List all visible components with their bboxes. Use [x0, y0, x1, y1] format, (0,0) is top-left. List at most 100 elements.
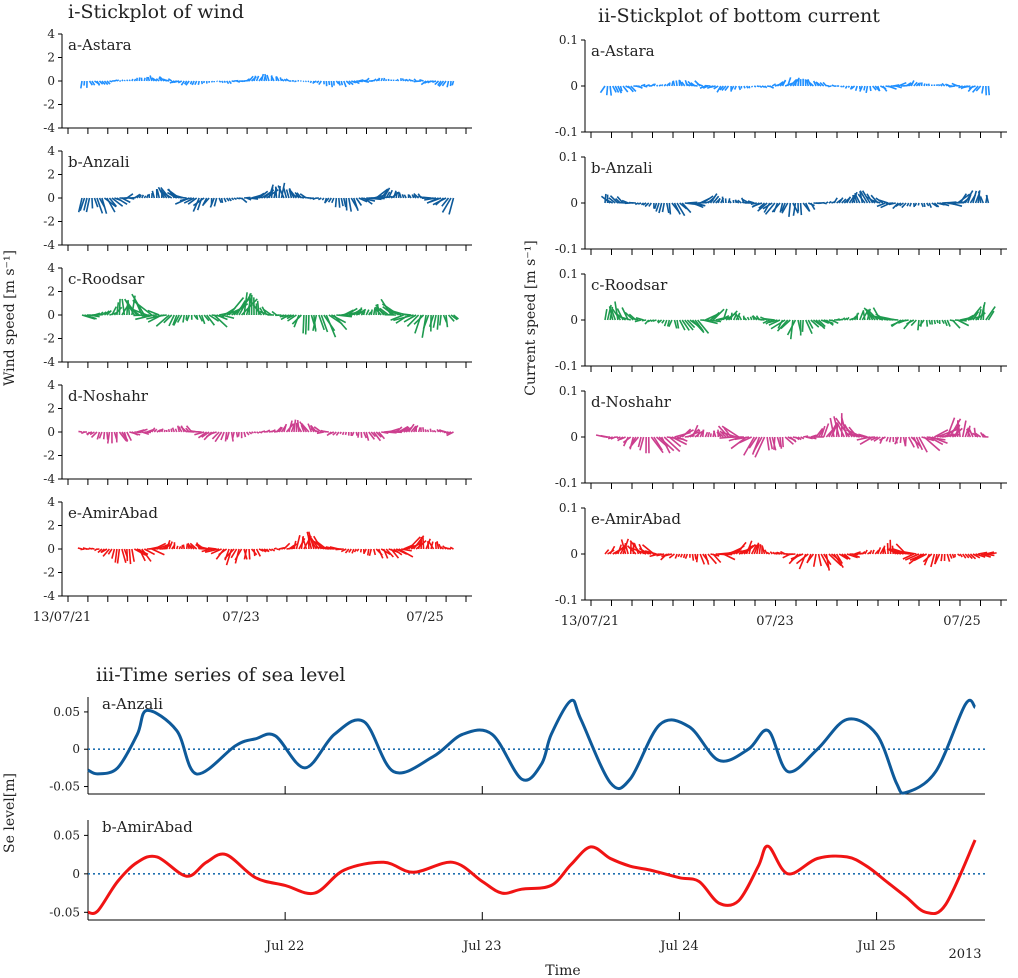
- stick-mark: [353, 308, 362, 316]
- stick-mark: [301, 536, 308, 550]
- stick-mark: [344, 548, 350, 554]
- stick-mark: [251, 431, 254, 434]
- stick-mark: [840, 85, 843, 88]
- stick-mark: [147, 309, 160, 316]
- y-tick-label: -2: [43, 98, 55, 112]
- x-tick-label: 07/25: [406, 610, 443, 625]
- stick-mark: [951, 319, 961, 329]
- stick-mark: [769, 551, 773, 555]
- stick-mark: [295, 535, 301, 550]
- wind-station-1: 4 2 0 -2 -4 b-Anzali: [43, 144, 472, 252]
- y-tick-label: 0.05: [53, 705, 80, 719]
- stick-mark: [194, 431, 205, 436]
- x-tick-label: 07/25: [943, 614, 980, 629]
- stick-mark: [913, 553, 928, 562]
- stick-mark: [343, 197, 347, 208]
- stick-mark: [353, 80, 360, 85]
- stick-mark: [248, 431, 253, 435]
- y-tick-label: 0.1: [559, 384, 578, 398]
- stick-mark: [155, 78, 160, 82]
- stick-mark: [189, 542, 198, 550]
- stick-mark: [779, 436, 783, 449]
- y-tick-label: 0: [570, 430, 578, 444]
- y-tick-label: 0: [570, 313, 578, 327]
- stick-mark: [401, 78, 405, 82]
- y-tick-label: 2: [47, 519, 55, 533]
- stick-mark: [962, 85, 971, 89]
- stick-mark: [684, 553, 689, 560]
- stick-mark: [177, 425, 181, 433]
- wind-sticks-0: [80, 73, 455, 89]
- stick-mark: [446, 431, 454, 437]
- stick-mark: [103, 310, 110, 316]
- stick-mark: [231, 197, 235, 201]
- stick-mark: [894, 436, 900, 445]
- stick-mark: [436, 428, 440, 433]
- wind-panel-title: i-Stickplot of wind: [68, 1, 244, 23]
- stick-mark: [163, 429, 166, 433]
- stick-mark: [293, 314, 300, 328]
- stick-mark: [393, 314, 414, 322]
- stick-mark: [863, 307, 876, 321]
- stick-mark: [712, 430, 717, 438]
- x-tick-label: Jul 25: [855, 939, 895, 954]
- stick-mark: [822, 423, 830, 438]
- stick-mark: [844, 85, 848, 89]
- stick-mark: [609, 195, 619, 204]
- stick-mark: [375, 188, 389, 199]
- stick-mark: [438, 543, 442, 550]
- stick-mark: [309, 197, 314, 200]
- stick-mark: [375, 308, 382, 316]
- stick-mark: [878, 436, 886, 442]
- stick-mark: [936, 319, 939, 324]
- stick-mark: [427, 540, 435, 550]
- stick-mark: [294, 80, 297, 83]
- stick-mark: [728, 200, 732, 204]
- stick-mark: [972, 553, 981, 559]
- stick-mark: [665, 202, 670, 214]
- y-tick-label: 0.1: [559, 33, 578, 47]
- stick-mark: [717, 425, 730, 438]
- stick-mark: [926, 202, 930, 207]
- stick-mark: [96, 197, 104, 214]
- stick-mark: [692, 202, 704, 209]
- stick-mark: [816, 81, 822, 87]
- stick-mark: [712, 195, 720, 204]
- stick-mark: [312, 197, 317, 201]
- stick-mark: [256, 431, 260, 434]
- stick-mark: [220, 197, 224, 204]
- stick-mark: [600, 195, 611, 204]
- stick-mark: [899, 436, 902, 443]
- stick-mark: [797, 77, 800, 87]
- stick-mark: [906, 202, 910, 207]
- stick-mark: [979, 196, 985, 204]
- stick-mark: [891, 545, 895, 555]
- stick-mark: [904, 436, 907, 447]
- stick-mark: [253, 75, 257, 82]
- stick-mark: [854, 192, 861, 204]
- stick-mark: [841, 198, 847, 204]
- stick-mark: [846, 553, 858, 559]
- stick-mark: [413, 194, 417, 199]
- stick-mark: [91, 80, 96, 86]
- stick-mark: [406, 314, 420, 328]
- stick-mark: [398, 192, 402, 199]
- stick-mark: [380, 190, 388, 199]
- stick-mark: [712, 308, 725, 321]
- stick-mark: [385, 548, 394, 558]
- stick-mark: [243, 292, 248, 316]
- stick-mark: [653, 202, 658, 210]
- stick-mark: [624, 311, 634, 321]
- stick-mark: [121, 298, 126, 316]
- stick-mark: [644, 319, 650, 325]
- stick-mark: [363, 197, 373, 205]
- stick-mark: [370, 431, 377, 438]
- stick-mark: [373, 78, 377, 82]
- stick-mark: [771, 83, 777, 87]
- stick-mark: [191, 80, 195, 86]
- stick-mark: [773, 436, 776, 450]
- stick-mark: [944, 83, 948, 87]
- stick-mark: [604, 308, 608, 321]
- stick-mark: [878, 199, 889, 204]
- stick-mark: [781, 79, 787, 87]
